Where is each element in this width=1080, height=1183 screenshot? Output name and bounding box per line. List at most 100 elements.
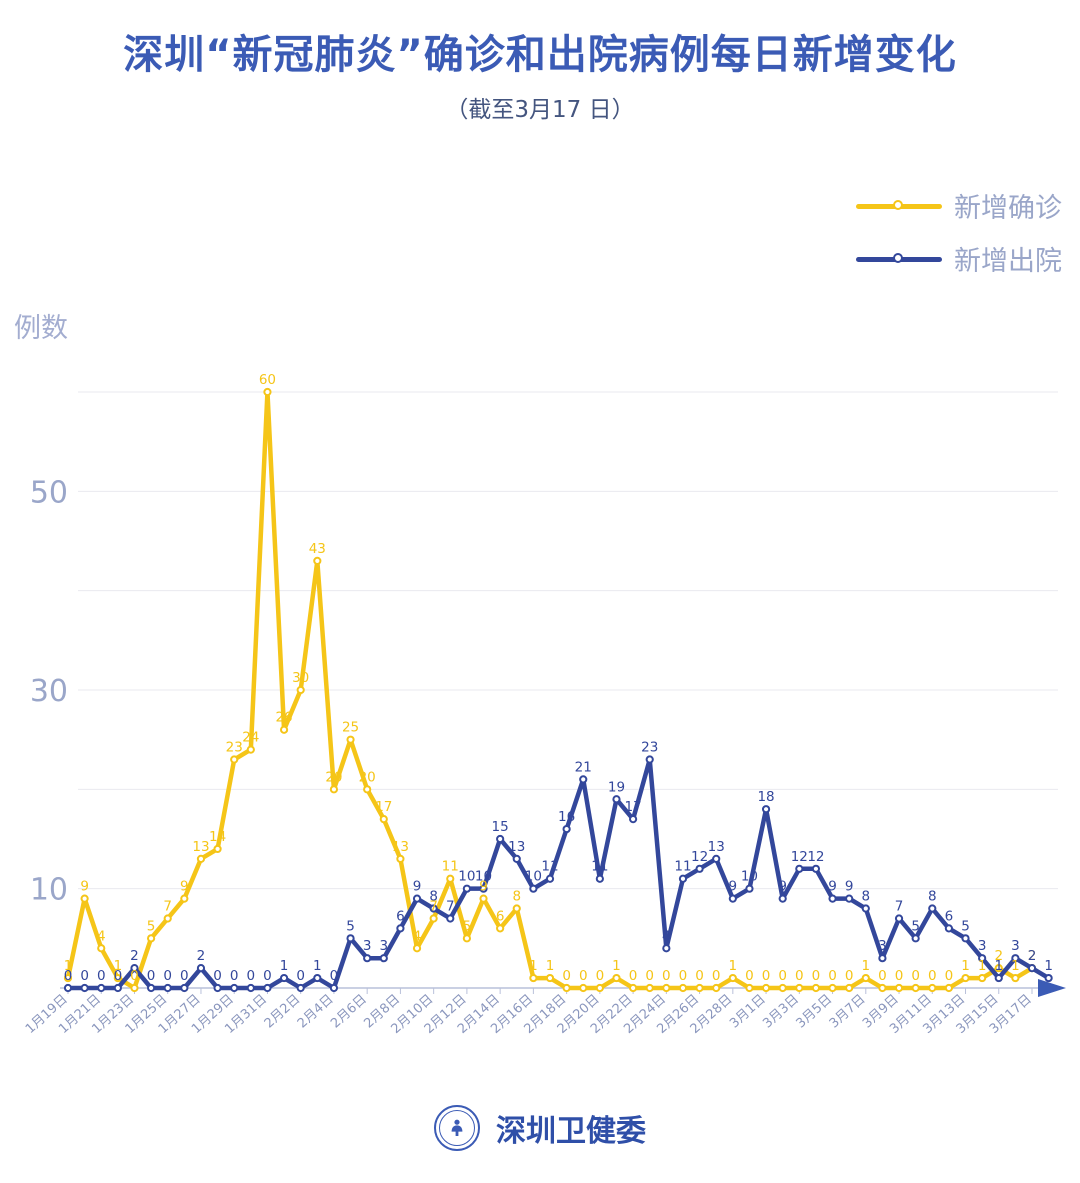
data-point[interactable] <box>728 973 737 983</box>
data-point[interactable] <box>213 983 222 993</box>
data-point[interactable] <box>97 944 106 953</box>
data-point[interactable] <box>1044 973 1053 983</box>
data-point[interactable] <box>845 983 854 993</box>
data-point[interactable] <box>778 983 787 993</box>
data-point[interactable] <box>878 983 887 993</box>
data-point[interactable] <box>961 973 970 983</box>
data-point[interactable] <box>662 983 671 993</box>
data-point[interactable] <box>645 983 654 993</box>
data-point[interactable] <box>429 914 438 923</box>
data-point[interactable] <box>961 934 970 943</box>
data-point[interactable] <box>944 983 953 993</box>
data-point[interactable] <box>579 775 588 784</box>
data-point[interactable] <box>978 973 987 983</box>
data-point[interactable] <box>246 745 255 754</box>
data-point[interactable] <box>329 983 339 993</box>
data-point[interactable] <box>595 983 604 993</box>
data-point[interactable] <box>678 983 688 993</box>
data-point[interactable] <box>1011 954 1020 963</box>
data-point[interactable] <box>163 914 172 923</box>
data-point[interactable] <box>396 924 405 933</box>
data-point[interactable] <box>944 924 953 933</box>
data-point[interactable] <box>147 934 156 943</box>
legend-item-discharged[interactable]: 新增出院 <box>856 239 1062 278</box>
data-point[interactable] <box>512 904 521 913</box>
data-point[interactable] <box>230 983 239 993</box>
data-point[interactable] <box>80 983 89 993</box>
data-point[interactable] <box>911 934 920 943</box>
data-point[interactable] <box>928 983 937 993</box>
data-point[interactable] <box>845 894 854 903</box>
data-point[interactable] <box>113 973 122 983</box>
data-point[interactable] <box>363 954 372 963</box>
data-point[interactable] <box>63 983 73 993</box>
data-point[interactable] <box>80 894 89 903</box>
data-point[interactable] <box>678 874 688 883</box>
data-point[interactable] <box>313 556 322 565</box>
data-point[interactable] <box>180 983 189 993</box>
data-point[interactable] <box>363 785 372 794</box>
data-point[interactable] <box>147 983 156 993</box>
data-point[interactable] <box>861 973 870 983</box>
data-point[interactable] <box>63 973 73 983</box>
data-point[interactable] <box>462 934 471 943</box>
data-point[interactable] <box>180 894 189 903</box>
data-point[interactable] <box>379 815 388 824</box>
data-point[interactable] <box>196 854 206 863</box>
data-point[interactable] <box>412 894 422 903</box>
data-point[interactable] <box>712 854 721 863</box>
data-point[interactable] <box>346 934 355 943</box>
legend-item-confirmed[interactable]: 新增确诊 <box>856 186 1062 225</box>
data-point[interactable] <box>379 954 388 963</box>
data-point[interactable] <box>645 755 654 764</box>
data-point[interactable] <box>279 973 289 983</box>
data-point[interactable] <box>579 983 588 993</box>
data-point[interactable] <box>728 894 737 903</box>
data-point[interactable] <box>595 874 604 883</box>
data-point[interactable] <box>994 964 1003 973</box>
data-point[interactable] <box>196 964 206 973</box>
data-point[interactable] <box>745 983 754 993</box>
data-point[interactable] <box>412 944 422 953</box>
data-point[interactable] <box>878 954 887 963</box>
data-point[interactable] <box>529 884 538 893</box>
data-point[interactable] <box>329 785 339 794</box>
data-point[interactable] <box>496 834 505 844</box>
data-point[interactable] <box>861 904 870 913</box>
data-point[interactable] <box>662 944 671 953</box>
data-point[interactable] <box>978 954 987 963</box>
data-point[interactable] <box>462 884 471 893</box>
data-point[interactable] <box>263 387 272 397</box>
data-point[interactable] <box>761 983 771 993</box>
data-point[interactable] <box>911 983 920 993</box>
data-point[interactable] <box>811 864 821 873</box>
data-point[interactable] <box>562 824 571 834</box>
data-point[interactable] <box>811 983 821 993</box>
data-point[interactable] <box>263 983 272 993</box>
data-point[interactable] <box>296 983 305 993</box>
data-point[interactable] <box>396 854 405 863</box>
data-point[interactable] <box>928 904 937 913</box>
data-point[interactable] <box>479 884 488 893</box>
data-point[interactable] <box>761 805 771 814</box>
data-point[interactable] <box>828 983 837 993</box>
data-point[interactable] <box>130 983 139 993</box>
data-point[interactable] <box>130 964 139 973</box>
data-point[interactable] <box>429 904 438 913</box>
data-point[interactable] <box>446 914 455 923</box>
data-point[interactable] <box>213 844 222 854</box>
data-point[interactable] <box>695 983 704 993</box>
data-point[interactable] <box>97 983 106 993</box>
data-point[interactable] <box>230 755 239 764</box>
data-point[interactable] <box>629 815 638 824</box>
data-point[interactable] <box>612 795 621 804</box>
data-point[interactable] <box>163 983 172 993</box>
data-point[interactable] <box>795 864 804 873</box>
data-point[interactable] <box>246 983 255 993</box>
data-point[interactable] <box>296 685 305 695</box>
data-point[interactable] <box>562 983 571 993</box>
data-point[interactable] <box>629 983 638 993</box>
data-point[interactable] <box>496 924 505 933</box>
data-point[interactable] <box>346 735 355 744</box>
data-point[interactable] <box>1011 973 1020 983</box>
